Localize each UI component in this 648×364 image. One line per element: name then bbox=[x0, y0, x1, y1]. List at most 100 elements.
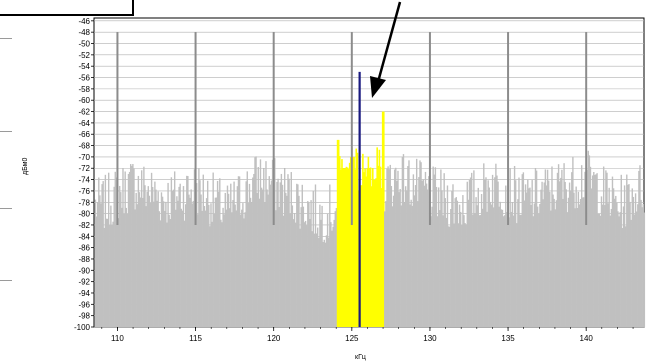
noise-bar bbox=[631, 188, 633, 327]
noise-bar bbox=[144, 185, 146, 327]
noise-bar bbox=[113, 186, 115, 327]
noise-bar bbox=[149, 202, 152, 327]
noise-bar bbox=[193, 169, 196, 327]
band-bar bbox=[354, 169, 356, 327]
noise-bar bbox=[154, 181, 156, 327]
noise-bar bbox=[531, 180, 533, 327]
panel-divider bbox=[0, 280, 12, 281]
noise-bar bbox=[180, 208, 182, 327]
noise-bar bbox=[254, 157, 256, 327]
noise-bar bbox=[165, 201, 167, 327]
noise-bar bbox=[579, 199, 582, 327]
noise-bar bbox=[118, 185, 121, 327]
band-bar bbox=[367, 156, 370, 327]
noise-bar bbox=[176, 196, 178, 327]
noise-bar bbox=[433, 174, 435, 327]
x-tick-label: 120 bbox=[267, 334, 281, 343]
noise-bar bbox=[247, 203, 250, 327]
noise-bar bbox=[245, 181, 247, 327]
band-bar bbox=[337, 139, 340, 327]
noise-bar bbox=[532, 216, 534, 327]
noise-bar bbox=[426, 189, 429, 327]
band-bar bbox=[360, 185, 363, 327]
noise-bar bbox=[546, 169, 549, 327]
noise-bar bbox=[403, 202, 406, 327]
noise-bar bbox=[443, 173, 445, 327]
noise-bar bbox=[507, 192, 509, 327]
noise-bar bbox=[389, 164, 391, 327]
y-tick-label: -48 bbox=[78, 28, 90, 37]
noise-bar bbox=[221, 222, 223, 327]
panel-divider bbox=[0, 131, 12, 132]
noise-bar bbox=[288, 178, 290, 327]
noise-bar bbox=[322, 242, 324, 327]
noise-bar bbox=[335, 208, 338, 327]
band-bar bbox=[351, 147, 353, 327]
x-tick-label: 135 bbox=[501, 334, 515, 343]
noise-bar bbox=[201, 210, 203, 327]
band-bar bbox=[380, 188, 383, 327]
noise-bar bbox=[571, 172, 573, 327]
noise-bar bbox=[393, 169, 396, 327]
y-tick-label: -70 bbox=[78, 153, 90, 162]
noise-bar bbox=[552, 194, 554, 327]
noise-bar bbox=[466, 181, 468, 327]
noise-bar bbox=[630, 219, 632, 327]
x-tick-label: 115 bbox=[189, 334, 202, 343]
noise-bar bbox=[210, 203, 212, 327]
noise-bar bbox=[638, 170, 640, 327]
noise-bar bbox=[131, 165, 133, 327]
band-bar bbox=[345, 166, 348, 327]
y-tick-label: -76 bbox=[78, 187, 90, 196]
noise-bar bbox=[95, 216, 98, 327]
noise-bar bbox=[576, 208, 578, 327]
noise-bar bbox=[285, 192, 287, 327]
noise-bar bbox=[399, 189, 401, 327]
band-bar bbox=[376, 147, 378, 327]
noise-bar bbox=[225, 209, 228, 327]
noise-bar bbox=[577, 191, 580, 327]
noise-bar bbox=[114, 171, 116, 327]
noise-bar bbox=[232, 200, 234, 327]
y-tick-label: -56 bbox=[78, 74, 90, 83]
noise-bar bbox=[609, 215, 611, 327]
noise-bar bbox=[610, 208, 613, 327]
noise-bar bbox=[616, 202, 618, 327]
noise-bar bbox=[208, 204, 210, 327]
noise-bar bbox=[182, 186, 185, 327]
noise-bar bbox=[205, 198, 208, 327]
band-bar bbox=[369, 167, 372, 327]
noise-bar bbox=[418, 177, 420, 327]
noise-bar bbox=[286, 195, 288, 327]
noise-bar bbox=[184, 204, 187, 327]
noise-bar bbox=[278, 206, 280, 327]
noise-bar bbox=[632, 196, 635, 327]
noise-bar bbox=[440, 169, 442, 327]
annotation-box bbox=[0, 0, 134, 16]
noise-bar bbox=[116, 180, 119, 327]
noise-bar bbox=[562, 198, 564, 327]
noise-bar bbox=[589, 166, 592, 327]
noise-bar bbox=[415, 158, 418, 327]
noise-bar bbox=[126, 213, 129, 327]
noise-bar bbox=[468, 179, 471, 327]
noise-bar bbox=[179, 183, 181, 327]
noise-bar bbox=[525, 192, 528, 327]
noise-bar bbox=[544, 169, 547, 327]
noise-bar bbox=[146, 191, 148, 327]
noise-bar bbox=[153, 201, 155, 327]
noise-bar bbox=[539, 204, 541, 327]
noise-bar bbox=[274, 158, 276, 327]
noise-bar bbox=[457, 223, 460, 327]
noise-bar bbox=[177, 200, 179, 327]
noise-bar bbox=[496, 175, 498, 327]
noise-bar bbox=[591, 175, 594, 327]
noise-bar bbox=[167, 182, 169, 327]
noise-bar bbox=[434, 167, 437, 327]
noise-bar bbox=[136, 204, 138, 327]
noise-bar bbox=[252, 177, 254, 327]
noise-bar bbox=[271, 159, 274, 327]
noise-bar bbox=[195, 183, 198, 327]
noise-bar bbox=[143, 166, 145, 327]
noise-bar bbox=[189, 197, 191, 327]
